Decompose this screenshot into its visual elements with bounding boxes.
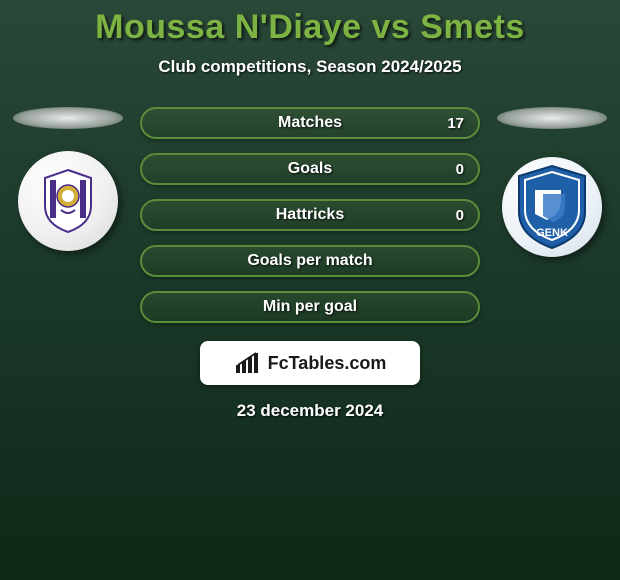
- stat-row-goals: Goals 0: [140, 153, 480, 185]
- oval-shadow-left: [13, 107, 123, 129]
- comparison-card: Moussa N'Diaye vs Smets Club competition…: [0, 0, 620, 421]
- stat-value: 0: [456, 161, 464, 178]
- svg-text:GENK: GENK: [536, 227, 568, 239]
- stat-value: 0: [456, 207, 464, 224]
- page-title: Moussa N'Diaye vs Smets: [95, 8, 525, 47]
- brand-text: FcTables.com: [268, 353, 387, 374]
- genk-shield-icon: GENK: [513, 164, 591, 250]
- stat-value: 17: [447, 115, 464, 132]
- date-text: 23 december 2024: [237, 401, 384, 421]
- stat-row-min-per-goal: Min per goal: [140, 291, 480, 323]
- stat-label: Goals: [288, 160, 332, 178]
- stat-label: Hattricks: [276, 206, 344, 224]
- oval-shadow-right: [497, 107, 607, 129]
- stat-row-goals-per-match: Goals per match: [140, 245, 480, 277]
- stat-row-hattricks: Hattricks 0: [140, 199, 480, 231]
- genk-crest: GENK: [502, 157, 602, 257]
- brand-box[interactable]: FcTables.com: [200, 341, 420, 385]
- main-row: Matches 17 Goals 0 Hattricks 0 Goals per…: [0, 107, 620, 323]
- anderlecht-shield-icon: [33, 166, 103, 236]
- bar-chart-icon: [234, 351, 262, 375]
- left-player-col: [8, 107, 128, 251]
- stat-row-matches: Matches 17: [140, 107, 480, 139]
- stats-bars: Matches 17 Goals 0 Hattricks 0 Goals per…: [140, 107, 480, 323]
- stat-label: Goals per match: [247, 252, 372, 270]
- stat-label: Matches: [278, 114, 342, 132]
- stat-label: Min per goal: [263, 298, 357, 316]
- subtitle: Club competitions, Season 2024/2025: [158, 57, 461, 77]
- anderlecht-crest: [18, 151, 118, 251]
- right-player-col: GENK: [492, 107, 612, 257]
